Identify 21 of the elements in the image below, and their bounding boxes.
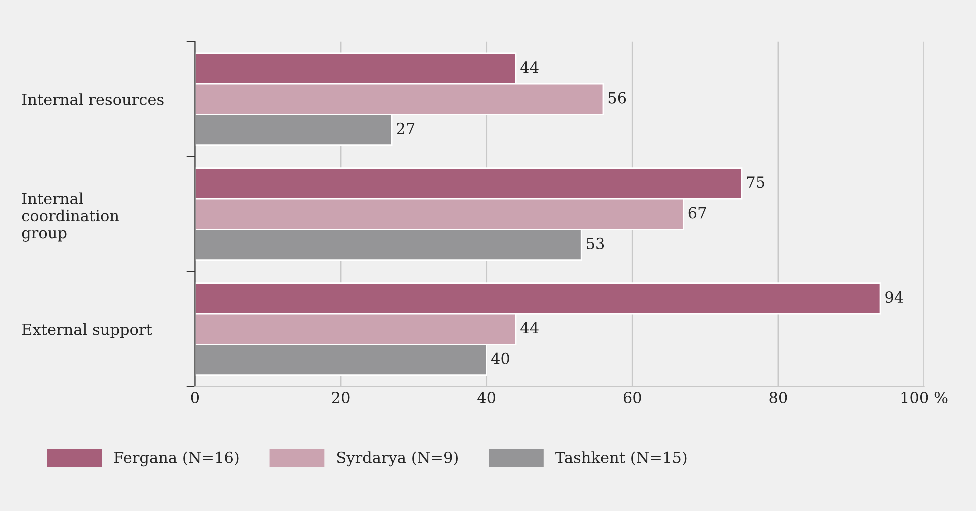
- y-tick-label: Internal resources: [22, 94, 164, 106]
- x-tick-label: 20: [332, 392, 350, 404]
- data-label: 75: [747, 176, 764, 188]
- data-label: 44: [520, 62, 539, 73]
- data-label: 40: [491, 352, 510, 364]
- x-tick-label: 80: [770, 392, 788, 404]
- x-tick-label: 0: [191, 392, 200, 404]
- x-tick-label: 100 %: [902, 392, 948, 404]
- data-label: 56: [608, 92, 626, 104]
- data-label: 27: [397, 122, 415, 134]
- data-label: 53: [587, 238, 604, 250]
- x-tick-label: 40: [478, 392, 496, 404]
- y-tick-label: External support: [22, 324, 152, 338]
- x-tick-label: 60: [624, 392, 642, 404]
- data-label: 67: [688, 207, 706, 219]
- data-label: 94: [886, 292, 904, 304]
- legend-label: Fergana (N=16): [114, 452, 239, 467]
- data-label: 44: [520, 322, 539, 334]
- legend-label: Syrdarya (N=9): [337, 452, 458, 467]
- legend-label: Tashkent (N=15): [556, 452, 687, 466]
- y-tick-label: Internal coordination group: [22, 192, 120, 242]
